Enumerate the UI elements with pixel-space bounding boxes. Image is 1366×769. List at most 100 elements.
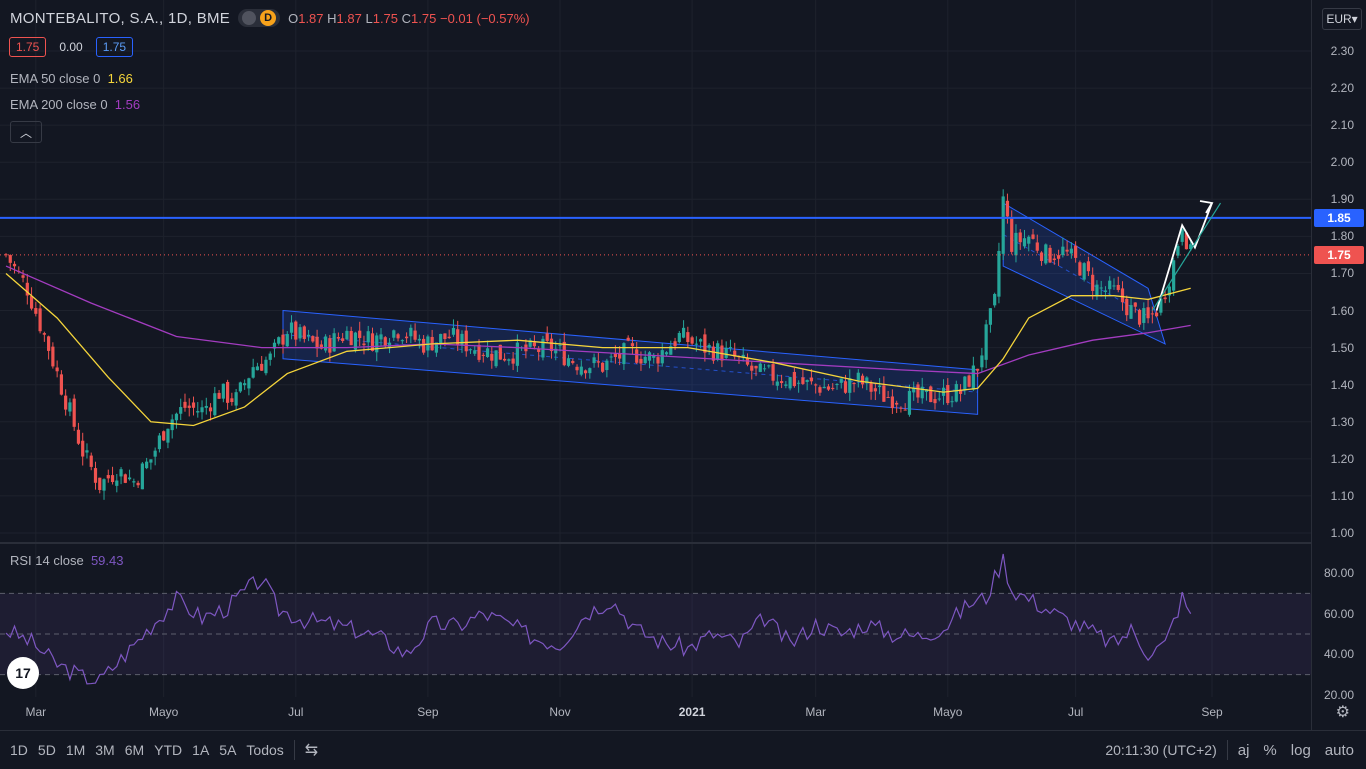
candle-body <box>174 413 179 421</box>
timeframe-6m[interactable]: 6M <box>124 742 145 758</box>
candle-body <box>204 405 208 408</box>
currency-select[interactable]: EUR ▾ <box>1322 8 1362 30</box>
candle-body <box>511 358 515 364</box>
ema50-legend[interactable]: EMA 50 close 0 1.66 <box>10 71 133 86</box>
candle-body <box>481 354 485 356</box>
price-tick: 1.40 <box>1330 377 1354 392</box>
candle-body <box>596 361 600 363</box>
status-pill[interactable]: D <box>238 9 281 27</box>
ema200-value: 1.56 <box>114 97 141 112</box>
candle-body <box>25 282 29 296</box>
legend-header: MONTEBALITO, S.A., 1D, BME D O1.87 H1.87… <box>10 9 530 27</box>
scale-percent[interactable]: % <box>1263 741 1277 759</box>
timeframe-1m[interactable]: 1M <box>65 742 86 758</box>
candle-body <box>498 344 502 360</box>
rsi-legend[interactable]: RSI 14 close 59.43 <box>10 553 124 568</box>
candle-body <box>268 353 272 360</box>
timeframe-1d[interactable]: 1D <box>10 742 28 758</box>
candle-body <box>694 343 698 345</box>
candle-body <box>8 255 12 263</box>
time-tick: Mar <box>805 705 827 719</box>
candle-body <box>127 477 132 480</box>
ema200-legend[interactable]: EMA 200 close 0 1.56 <box>10 97 141 112</box>
candle-body <box>895 402 899 405</box>
candle-body <box>1082 263 1086 280</box>
timeframe-ytd[interactable]: YTD <box>154 742 183 758</box>
candle-body <box>686 332 690 343</box>
symbol-title[interactable]: MONTEBALITO, S.A., 1D, BME <box>10 9 231 27</box>
candle-body <box>413 330 417 340</box>
sell-price-box[interactable]: 1.75 <box>9 37 47 57</box>
candle-body <box>549 338 554 352</box>
candle-body <box>349 331 353 346</box>
timeframe-1a[interactable]: 1A <box>192 742 210 758</box>
scale-aj[interactable]: aj <box>1237 741 1250 759</box>
rsi-tick: 60.00 <box>1323 606 1354 621</box>
candle-body <box>119 469 123 477</box>
timeframe-3m[interactable]: 3M <box>95 742 115 758</box>
chart-canvas[interactable] <box>0 0 1312 730</box>
date-range-icon[interactable]: ⇆ <box>304 742 319 759</box>
candle-body <box>1176 245 1180 256</box>
candle-body <box>899 407 903 409</box>
buy-price-box[interactable]: 1.75 <box>95 37 134 57</box>
candle-body <box>490 353 494 361</box>
candle-body <box>1065 249 1069 252</box>
candle-body <box>839 378 843 383</box>
candle-body <box>473 350 477 354</box>
candle-body <box>771 364 775 381</box>
candle-body <box>801 377 805 384</box>
projection-arrow-head <box>1199 200 1214 214</box>
candle-body <box>843 381 848 393</box>
candle-body <box>485 348 490 358</box>
candle-body <box>225 381 230 403</box>
chevron-up-icon: ︿ <box>19 125 32 140</box>
candle-body <box>404 336 409 339</box>
candle-body <box>464 330 468 352</box>
hline-price-badge: 1.85 <box>1314 208 1364 227</box>
candle-body <box>324 336 328 351</box>
candle-body <box>554 348 558 354</box>
candle-body <box>797 382 801 384</box>
candle-body <box>805 380 809 383</box>
candle-body <box>954 384 958 402</box>
candle-body <box>1167 286 1171 296</box>
timeframe-5d[interactable]: 5D <box>37 742 56 758</box>
candle-body <box>1086 261 1091 272</box>
candle-body <box>272 342 277 349</box>
candle-body <box>1052 258 1056 261</box>
candle-body <box>1180 229 1184 242</box>
candle-body <box>920 386 924 399</box>
candle-body <box>724 347 728 358</box>
candle-body <box>439 333 443 345</box>
projection-arrow <box>1155 202 1213 311</box>
candle-body <box>758 363 762 372</box>
candle-body <box>110 475 115 483</box>
scale-auto[interactable]: auto <box>1324 741 1354 759</box>
candle-body <box>72 398 76 427</box>
candle-body <box>1129 305 1133 319</box>
candle-body <box>848 378 852 393</box>
collapse-legend-button[interactable]: ︿ <box>10 121 42 143</box>
timeframe-todos[interactable]: Todos <box>246 742 284 758</box>
tradingview-logo[interactable]: 17 <box>7 657 39 689</box>
candle-body <box>1112 285 1116 287</box>
candle-body <box>456 329 460 345</box>
settings-gear-icon[interactable]: ⚙ <box>1335 704 1350 721</box>
candle-body <box>507 359 511 361</box>
timeframe-5a[interactable]: 5A <box>219 742 237 758</box>
rsi-tick: 80.00 <box>1323 566 1354 580</box>
candle-body <box>187 405 191 408</box>
candle-body <box>34 308 38 314</box>
price-axis[interactable]: EUR ▾ 2.30 2.20 2.10 2.00 1.90 1.80 1.70 1.60 1.5… <box>1311 0 1366 730</box>
candle-body <box>379 334 383 340</box>
scale-log[interactable]: log <box>1290 741 1311 759</box>
candle-body <box>302 326 306 339</box>
candle-body <box>68 402 72 412</box>
candle-body <box>826 386 831 390</box>
rsi-band <box>0 593 1312 675</box>
candle-body <box>528 340 532 347</box>
clock[interactable]: 20:11:30 (UTC+2) <box>1105 742 1217 758</box>
candle-body <box>468 349 473 351</box>
candle-body <box>451 327 456 335</box>
